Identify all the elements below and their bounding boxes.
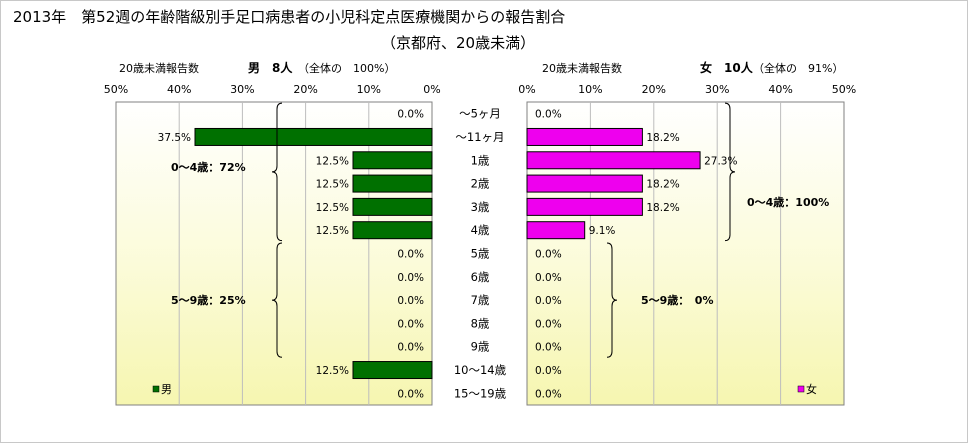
female-data-label: 18.2% bbox=[646, 202, 679, 214]
female-data-label: 0.0% bbox=[535, 295, 562, 307]
female-data-label: 0.0% bbox=[535, 272, 562, 284]
male-legend-swatch bbox=[152, 385, 160, 393]
female-header-label: 20歳未満報告数 bbox=[542, 62, 622, 75]
female-legend-swatch bbox=[797, 385, 805, 393]
female-header-share: （全体の 91%） bbox=[753, 61, 843, 75]
male-data-label: 0.0% bbox=[397, 342, 424, 354]
male-data-label: 0.0% bbox=[397, 109, 424, 121]
male-bar bbox=[352, 197, 433, 216]
female-data-label: 0.0% bbox=[535, 365, 562, 377]
male-age-brace bbox=[271, 242, 283, 358]
female-data-label: 0.0% bbox=[535, 318, 562, 330]
female-tick-label: 20% bbox=[642, 83, 666, 96]
category-label: 7歳 bbox=[471, 293, 490, 307]
male-data-label: 0.0% bbox=[397, 249, 424, 261]
female-tick-label: 50% bbox=[832, 83, 856, 96]
male-bar bbox=[352, 361, 433, 380]
category-label: 9歳 bbox=[471, 340, 490, 354]
male-data-label: 0.0% bbox=[397, 272, 424, 284]
female-brace-label: 5～9歳： 0% bbox=[641, 293, 713, 307]
female-bar bbox=[526, 174, 643, 193]
female-tick-label: 30% bbox=[705, 83, 729, 96]
category-label: 15～19歳 bbox=[454, 386, 507, 400]
female-data-label: 0.0% bbox=[535, 388, 562, 400]
male-bar bbox=[352, 151, 433, 170]
male-legend-label: 男 bbox=[161, 383, 172, 396]
male-header-count: 男 8人 bbox=[248, 60, 293, 75]
male-data-label: 0.0% bbox=[397, 388, 424, 400]
female-age-brace bbox=[606, 242, 618, 358]
category-label: 6歳 bbox=[471, 270, 490, 284]
female-data-label: 0.0% bbox=[535, 249, 562, 261]
male-data-label: 12.5% bbox=[316, 225, 349, 237]
male-data-label: 37.5% bbox=[158, 132, 191, 144]
chart-title: 2013年 第52週の年齢階級別手足口病患者の小児科定点医療機関からの報告割合 bbox=[13, 8, 565, 26]
female-data-label: 18.2% bbox=[646, 179, 679, 191]
male-data-label: 12.5% bbox=[316, 155, 349, 167]
female-data-label: 0.0% bbox=[535, 109, 562, 121]
category-label: ～5ヶ月 bbox=[459, 107, 501, 121]
male-tick-label: 50% bbox=[104, 83, 128, 96]
female-bar bbox=[526, 221, 586, 240]
male-age-brace bbox=[271, 102, 283, 242]
male-data-label: 12.5% bbox=[316, 179, 349, 191]
male-tick-label: 20% bbox=[293, 83, 317, 96]
female-plot-area bbox=[526, 101, 845, 406]
male-bar bbox=[352, 174, 433, 193]
male-tick-label: 40% bbox=[167, 83, 191, 96]
female-data-label: 9.1% bbox=[589, 225, 616, 237]
category-label: ～11ヶ月 bbox=[455, 130, 504, 144]
male-tick-label: 30% bbox=[230, 83, 254, 96]
male-brace-label: 5～9歳：25% bbox=[171, 293, 246, 307]
category-label: 4歳 bbox=[471, 223, 490, 237]
female-data-label: 27.3% bbox=[704, 155, 737, 167]
category-label: 8歳 bbox=[471, 316, 490, 330]
male-plot-area bbox=[115, 101, 433, 406]
male-header-share: （全体の 100%） bbox=[298, 61, 395, 75]
female-age-brace bbox=[724, 102, 736, 242]
female-tick-label: 40% bbox=[768, 83, 792, 96]
female-bar bbox=[526, 127, 643, 146]
category-label: 1歳 bbox=[471, 153, 490, 167]
female-bar bbox=[526, 197, 643, 216]
male-header-label: 20歳未満報告数 bbox=[119, 62, 199, 75]
female-brace-label: 0～4歳：100% bbox=[747, 195, 829, 209]
category-label: 3歳 bbox=[471, 200, 490, 214]
male-bar bbox=[194, 127, 433, 146]
male-data-label: 0.0% bbox=[397, 295, 424, 307]
female-legend-label: 女 bbox=[806, 382, 817, 396]
female-header-count: 女 10人 bbox=[700, 60, 754, 75]
male-data-label: 12.5% bbox=[316, 365, 349, 377]
female-data-label: 0.0% bbox=[535, 342, 562, 354]
female-bar bbox=[526, 151, 701, 170]
female-tick-label: 0% bbox=[518, 83, 535, 96]
category-label: 2歳 bbox=[471, 177, 490, 191]
female-tick-label: 10% bbox=[578, 83, 602, 96]
category-label: 10～14歳 bbox=[454, 363, 507, 377]
category-label: 5歳 bbox=[471, 247, 490, 261]
female-data-label: 18.2% bbox=[646, 132, 679, 144]
male-data-label: 12.5% bbox=[316, 202, 349, 214]
male-brace-label: 0～4歳：72% bbox=[171, 160, 246, 174]
male-bar bbox=[352, 221, 433, 240]
male-tick-label: 0% bbox=[423, 83, 440, 96]
male-data-label: 0.0% bbox=[397, 318, 424, 330]
chart-subtitle: （京都府、20歳未満） bbox=[381, 34, 535, 52]
male-tick-label: 10% bbox=[357, 83, 381, 96]
